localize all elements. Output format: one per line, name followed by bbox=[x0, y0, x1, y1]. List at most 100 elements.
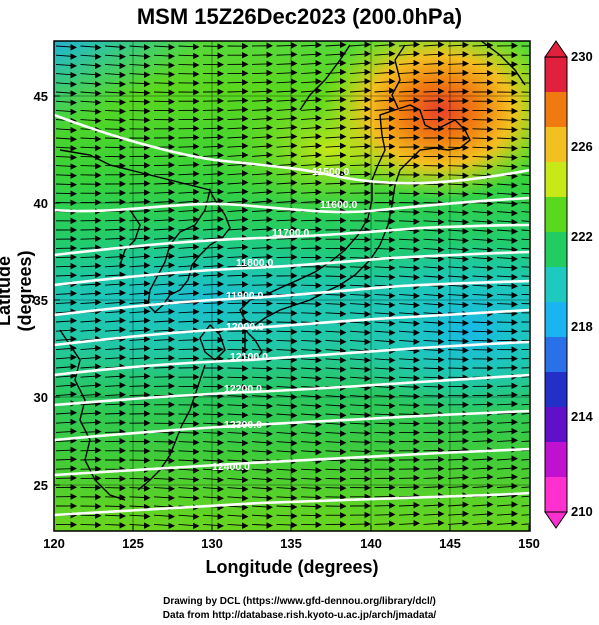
wind-arrow-head bbox=[70, 326, 78, 334]
wind-arrow-head bbox=[413, 384, 421, 391]
wind-arrow-head bbox=[266, 106, 274, 113]
wind-arrow-head bbox=[95, 253, 102, 260]
wind-arrow-head bbox=[511, 346, 519, 353]
wind-arrow-head bbox=[144, 89, 151, 97]
wind-arrow-head bbox=[537, 392, 542, 397]
wind-arrow-head bbox=[168, 89, 176, 96]
wind-arrow-head bbox=[315, 263, 323, 271]
wind-arrow-head bbox=[193, 88, 200, 96]
wind-arrow-head bbox=[168, 262, 176, 269]
wind-arrow-head bbox=[364, 520, 372, 528]
wind-arrow-head bbox=[511, 400, 519, 408]
wind-arrow-head bbox=[217, 485, 225, 493]
wind-arrow-head bbox=[70, 71, 78, 79]
wind-arrow-head bbox=[95, 226, 102, 233]
wind-arrow-head bbox=[413, 227, 421, 235]
wind-arrow-head bbox=[95, 190, 102, 197]
wind-arrow-head bbox=[217, 346, 225, 353]
x-tick-label: 140 bbox=[360, 536, 382, 551]
wind-arrow-head bbox=[340, 68, 347, 76]
y-tick-labels: 45 40 35 30 25 bbox=[34, 89, 48, 493]
wind-arrow-head bbox=[389, 311, 396, 318]
wind-arrow-head bbox=[144, 98, 151, 106]
wind-arrow-head bbox=[242, 393, 249, 400]
wind-arrow-head bbox=[438, 329, 445, 336]
wind-arrow-head bbox=[217, 115, 225, 123]
wind-arrow-head bbox=[217, 106, 225, 114]
wind-arrow-head bbox=[193, 373, 200, 381]
wind-arrow-head bbox=[168, 53, 176, 60]
wind-arrow-head bbox=[217, 97, 225, 105]
wind-arrow-head bbox=[168, 43, 176, 51]
wind-arrow-head bbox=[487, 79, 494, 86]
wind-arrow-head bbox=[438, 190, 445, 198]
wind-arrow-head bbox=[291, 151, 298, 159]
wind-arrow-head bbox=[364, 475, 372, 482]
wind-arrow-head bbox=[119, 419, 127, 426]
wind-arrow-head bbox=[462, 428, 470, 436]
wind-arrow-head bbox=[217, 402, 225, 409]
wind-arrow-head bbox=[168, 382, 176, 390]
wind-arrow-head bbox=[95, 199, 102, 206]
wind-arrow-head bbox=[389, 143, 396, 150]
wind-arrow-head bbox=[389, 447, 396, 455]
wind-arrow-head bbox=[340, 105, 347, 113]
wind-arrow-head bbox=[389, 438, 396, 446]
wind-arrow-head bbox=[487, 328, 494, 336]
wind-arrow-head bbox=[144, 180, 151, 187]
wind-arrow-head bbox=[487, 519, 494, 527]
wind-arrow-head bbox=[462, 237, 470, 244]
wind-arrow-head bbox=[95, 62, 102, 70]
wind-arrow-shaft bbox=[521, 449, 530, 452]
wind-arrow-head bbox=[291, 356, 298, 364]
wind-arrow-head bbox=[193, 252, 200, 260]
wind-arrow-shaft bbox=[521, 376, 530, 378]
wind-arrow-head bbox=[413, 338, 421, 346]
wind-arrow-head bbox=[364, 366, 372, 373]
wind-arrow-head bbox=[95, 326, 102, 333]
wind-arrow-head bbox=[364, 466, 372, 473]
wind-arrow-head bbox=[70, 409, 78, 416]
wind-arrow-head bbox=[291, 272, 298, 280]
wind-arrow-head bbox=[168, 364, 176, 371]
contour-label: 11900.0 bbox=[226, 290, 264, 302]
wind-arrow-head bbox=[217, 88, 225, 96]
wind-arrow-head bbox=[511, 427, 519, 435]
wind-arrow-head bbox=[315, 347, 323, 355]
wind-arrow-head bbox=[119, 289, 127, 297]
wind-arrow-head bbox=[242, 522, 249, 529]
wind-arrow-head bbox=[95, 512, 102, 519]
wind-arrow-head bbox=[438, 116, 445, 123]
wind-arrow-head bbox=[462, 401, 470, 408]
wind-arrow-head bbox=[119, 253, 127, 260]
wind-arrow-head bbox=[462, 153, 470, 161]
wind-arrow-head bbox=[119, 171, 127, 179]
wind-arrow-head bbox=[537, 493, 542, 498]
wind-arrow-head bbox=[315, 198, 323, 205]
wind-arrow-head bbox=[315, 439, 323, 447]
wind-arrow-head bbox=[266, 430, 274, 438]
colorbar-label: 230 bbox=[571, 49, 593, 64]
wind-arrow-head bbox=[95, 317, 102, 324]
wind-arrow-head bbox=[389, 171, 396, 178]
wind-arrow-head bbox=[168, 513, 176, 520]
wind-arrow-head bbox=[217, 420, 225, 428]
wind-arrow-head bbox=[168, 373, 176, 380]
wind-arrow-head bbox=[168, 71, 176, 78]
wind-arrow-head bbox=[340, 512, 347, 519]
wind-arrow-shaft bbox=[521, 431, 530, 433]
wind-arrow-head bbox=[438, 456, 445, 463]
wind-arrow-head bbox=[291, 87, 298, 95]
wind-arrow-head bbox=[438, 265, 445, 272]
wind-arrow-head bbox=[315, 521, 323, 529]
wind-arrow-head bbox=[438, 474, 445, 481]
wind-arrow-head bbox=[438, 347, 445, 354]
wind-arrow-head bbox=[340, 189, 347, 196]
wind-arrow-head bbox=[193, 143, 200, 150]
wind-arrow-head bbox=[340, 198, 347, 206]
wind-arrow-head bbox=[119, 62, 127, 70]
wind-arrow-head bbox=[438, 246, 445, 254]
wind-arrow-head bbox=[462, 347, 470, 354]
wind-arrow-head bbox=[95, 235, 102, 242]
wind-arrow-shaft bbox=[521, 275, 530, 277]
